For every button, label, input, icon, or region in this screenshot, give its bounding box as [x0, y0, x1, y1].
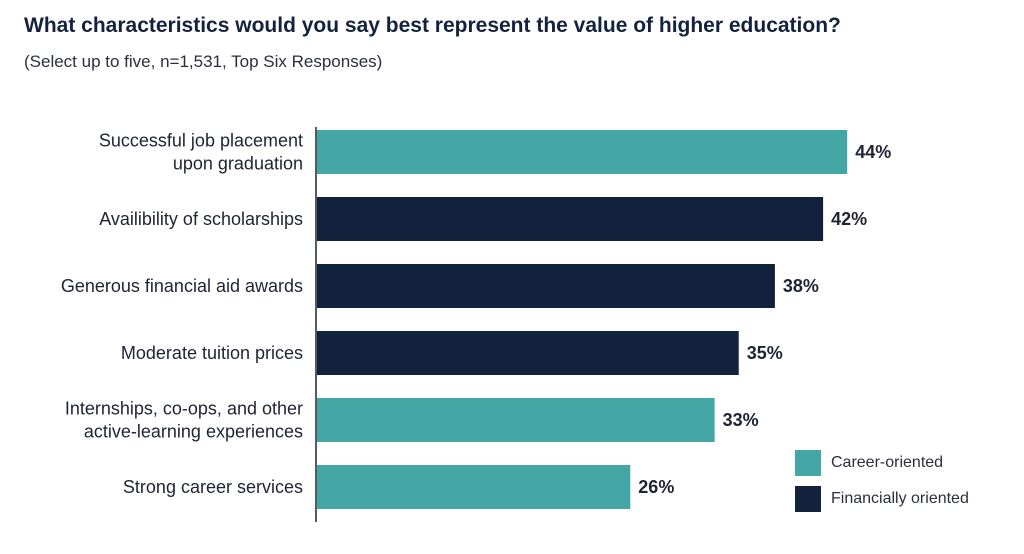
value-label-1: 42% [831, 209, 867, 229]
category-label-0: Successful job placement upon graduation [99, 131, 303, 174]
category-label-5: Strong career services [123, 477, 303, 497]
category-label-4: Internships, co-ops, and other active-lea… [65, 399, 303, 442]
category-label-3: Moderate tuition prices [121, 343, 303, 363]
chart-subtitle: (Select up to five, n=1,531, Top Six Res… [24, 52, 383, 71]
legend: Career-oriented Financially oriented [795, 450, 969, 522]
bar-1 [317, 197, 824, 241]
legend-item-financial: Financially oriented [795, 486, 969, 512]
value-label-2: 38% [783, 276, 819, 296]
legend-label-career: Career-oriented [831, 454, 944, 471]
bar-5 [317, 465, 631, 509]
category-label-1: Availibility of scholarships [99, 209, 303, 229]
legend-label-financial: Financially oriented [831, 490, 969, 507]
category-label-2: Generous financial aid awards [61, 276, 303, 296]
value-label-4: 33% [723, 410, 759, 430]
value-label-3: 35% [747, 343, 783, 363]
value-label-0: 44% [855, 142, 891, 162]
value-label-5: 26% [638, 477, 674, 497]
chart-title: What characteristics would you say best … [24, 14, 841, 37]
legend-swatch-financial [795, 486, 821, 512]
bar-2 [317, 264, 775, 308]
legend-item-career: Career-oriented [795, 450, 969, 476]
bar-3 [317, 331, 739, 375]
bar-4 [317, 398, 715, 442]
legend-swatch-career [795, 450, 821, 476]
bar-0 [317, 130, 848, 174]
